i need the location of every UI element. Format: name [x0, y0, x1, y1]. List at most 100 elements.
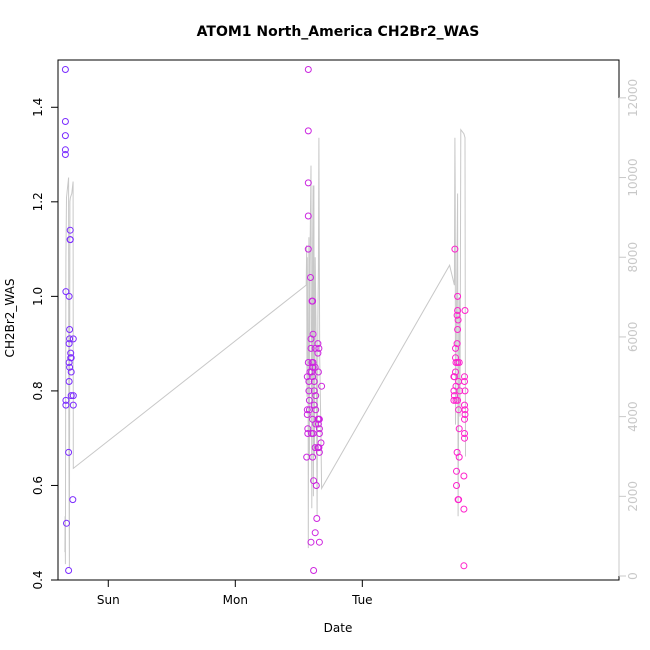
data-point — [453, 311, 461, 319]
data-point — [65, 340, 73, 348]
data-point — [304, 66, 312, 73]
data-point — [307, 274, 314, 281]
data-point — [314, 349, 322, 357]
x-axis-label: Date — [324, 621, 353, 635]
data-point — [304, 245, 312, 253]
data-point — [62, 288, 70, 296]
data-point — [305, 396, 313, 404]
data-point — [61, 151, 69, 158]
data-point — [305, 378, 313, 385]
data-point — [309, 453, 317, 461]
data-point — [65, 292, 73, 300]
data-point — [66, 326, 74, 333]
data-point — [314, 420, 322, 428]
y2-tick-label: 4000 — [626, 401, 640, 432]
data-point — [317, 439, 325, 447]
y-tick-label: 0.8 — [31, 381, 45, 400]
y2-tick-label: 12000 — [626, 79, 640, 117]
data-point — [460, 562, 468, 570]
data-point — [453, 467, 460, 475]
data-point — [450, 373, 458, 381]
plot-area — [57, 59, 620, 581]
data-point — [452, 368, 459, 376]
data-point — [313, 515, 321, 522]
data-point — [461, 378, 468, 385]
data-point — [450, 392, 458, 400]
data-point — [454, 292, 462, 300]
data-point — [453, 340, 461, 348]
data-point — [65, 567, 73, 574]
y-axis-label: CH2Br2_WAS — [3, 279, 17, 358]
data-point — [309, 330, 317, 338]
secondary-line — [64, 128, 466, 569]
ch2br2-series — [61, 66, 469, 574]
data-point — [455, 425, 463, 433]
data-point — [62, 396, 70, 404]
data-point — [304, 179, 312, 187]
data-point — [309, 363, 317, 371]
data-point — [454, 307, 462, 314]
data-point — [460, 472, 468, 480]
data-point — [61, 132, 69, 140]
data-point — [454, 316, 462, 324]
data-point — [304, 359, 312, 366]
data-point — [61, 146, 69, 154]
data-point — [305, 387, 313, 395]
data-point — [454, 396, 462, 404]
data-point — [312, 406, 320, 414]
data-point — [303, 406, 311, 414]
data-point — [67, 368, 75, 376]
y-tick-label: 1.4 — [31, 98, 45, 117]
data-point — [61, 66, 69, 73]
secondary-series — [64, 128, 466, 569]
data-point — [61, 118, 69, 125]
data-point — [304, 212, 312, 220]
chart-title: ATOM1 North_America CH2Br2_WAS — [197, 24, 480, 40]
data-point — [69, 496, 77, 504]
x-tick-label: Tue — [351, 593, 373, 607]
y2-tick-label: 6000 — [626, 322, 640, 353]
data-point — [451, 245, 459, 253]
data-point — [461, 415, 468, 423]
data-point — [65, 378, 73, 385]
data-point — [310, 567, 318, 574]
data-point — [309, 297, 317, 305]
data-point — [307, 344, 315, 352]
data-point — [312, 392, 320, 400]
data-point — [308, 368, 315, 376]
data-point — [307, 538, 315, 546]
y-tick-label: 0.6 — [31, 476, 45, 495]
data-point — [461, 307, 469, 314]
y2-tick-label: 2000 — [626, 481, 640, 512]
data-point — [315, 344, 323, 352]
data-point — [452, 344, 459, 352]
data-point — [304, 425, 312, 433]
data-point — [69, 392, 77, 400]
data-point — [304, 127, 312, 135]
axes: Sun Mon Tue 0.4 0.6 0.8 1.0 1.2 1.4 0 2000 4000 6000… — [31, 79, 640, 607]
data-point — [455, 496, 463, 504]
data-point — [461, 434, 468, 442]
data-point — [63, 519, 70, 527]
data-point — [311, 363, 319, 371]
data-point — [461, 406, 469, 414]
data-point — [66, 363, 74, 371]
data-point — [65, 448, 73, 456]
y2-tick-label: 8000 — [626, 242, 640, 273]
data-point — [67, 354, 75, 362]
data-point — [461, 411, 469, 418]
data-point — [66, 236, 74, 244]
data-point — [315, 538, 323, 546]
data-point — [461, 430, 468, 437]
data-point — [456, 387, 464, 395]
data-point — [315, 425, 323, 433]
data-point — [461, 387, 469, 395]
data-point — [461, 373, 468, 381]
data-point — [69, 335, 77, 343]
y-tick-label: 1.2 — [31, 192, 45, 211]
data-point — [311, 444, 319, 452]
data-point — [315, 415, 323, 423]
x-tick-label: Mon — [223, 593, 248, 607]
data-point — [318, 382, 326, 390]
